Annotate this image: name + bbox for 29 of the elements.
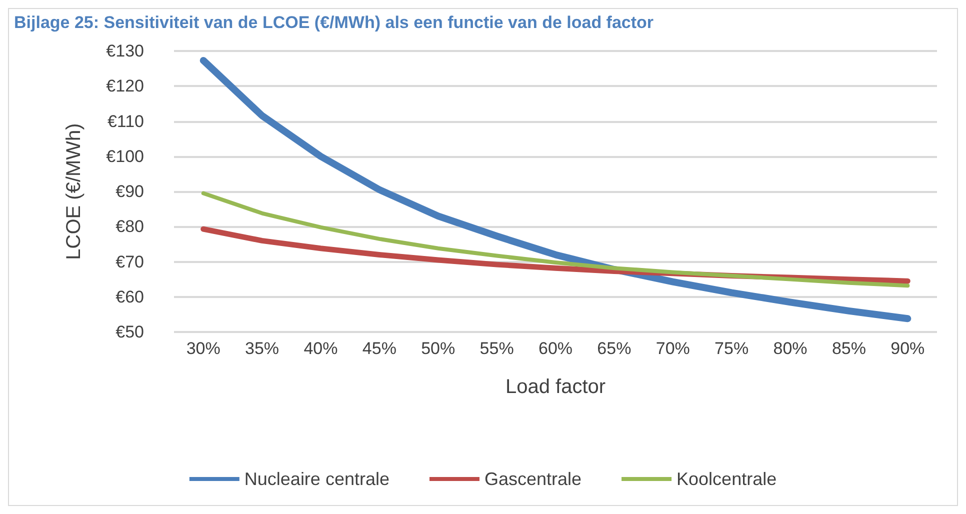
y-tick-label: €80 — [116, 217, 144, 236]
x-tick-label: 85% — [832, 339, 866, 358]
x-tick-label: 30% — [186, 339, 220, 358]
y-tick-label: €130 — [106, 42, 144, 60]
y-axis-title: LCOE (€/MWh) — [63, 123, 85, 260]
x-tick-label: 45% — [362, 339, 396, 358]
y-tick-label: €100 — [106, 146, 144, 166]
x-tick-label: 55% — [480, 339, 514, 358]
legend-label: Gascentrale — [484, 469, 582, 489]
x-tick-label: 60% — [538, 339, 573, 358]
legend-label: Koolcentrale — [676, 469, 777, 489]
x-tick-label: 70% — [656, 339, 690, 358]
x-tick-label: 35% — [245, 339, 280, 358]
x-tick-label: 65% — [597, 339, 632, 358]
x-tick-label: 90% — [890, 339, 925, 358]
y-tick-label: €110 — [107, 112, 144, 131]
legend-label: Nucleaire centrale — [244, 469, 390, 489]
chart-title: Bijlage 25: Sensitiviteit van de LCOE (€/MWh) als een functie van de load factor — [14, 13, 654, 32]
x-tick-label: 75% — [714, 339, 749, 358]
x-axis-title: Load factor — [505, 376, 606, 398]
x-tick-label: 80% — [773, 339, 808, 358]
y-tick-label: €50 — [116, 322, 144, 342]
y-tick-label: €70 — [116, 252, 144, 272]
y-tick-label: €60 — [116, 287, 144, 306]
x-tick-label: 50% — [421, 339, 456, 358]
y-tick-label: €120 — [106, 76, 144, 96]
x-tick-label: 40% — [304, 339, 338, 358]
y-tick-label: €90 — [116, 182, 144, 201]
line-series — [201, 191, 910, 288]
